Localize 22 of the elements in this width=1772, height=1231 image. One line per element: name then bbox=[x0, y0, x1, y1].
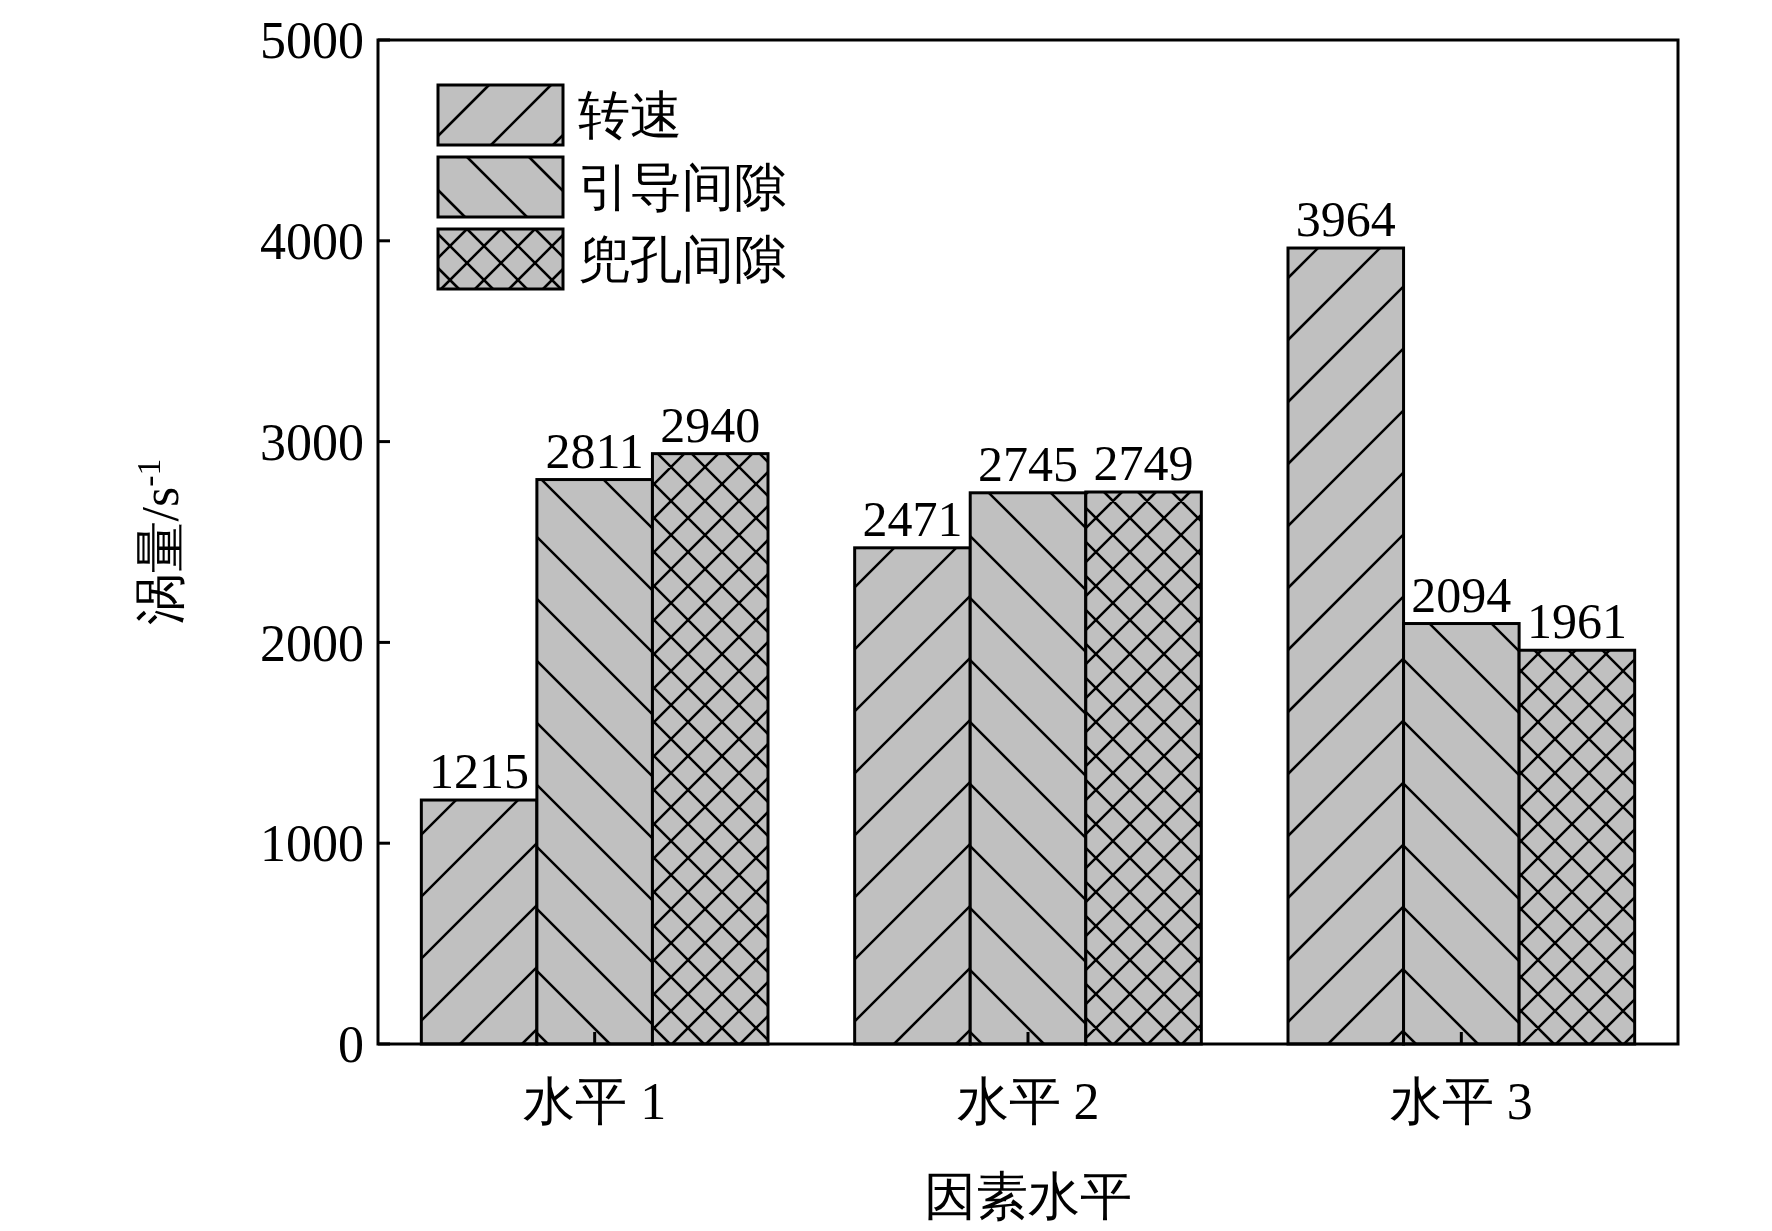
data-label: 2745 bbox=[978, 435, 1078, 492]
x-axis-title: 因素水平 bbox=[924, 1168, 1132, 1225]
x-tick-label: 水平 1 bbox=[523, 1073, 667, 1130]
y-tick-label: 1000 bbox=[260, 815, 364, 873]
data-label: 3964 bbox=[1295, 191, 1396, 248]
data-label: 1961 bbox=[1526, 593, 1627, 650]
y-tick-label: 5000 bbox=[260, 12, 364, 70]
legend-label: 引导间隙 bbox=[578, 159, 786, 217]
data-label: 2471 bbox=[862, 490, 963, 547]
y-tick-label: 2000 bbox=[260, 614, 364, 672]
y-tick-label: 0 bbox=[338, 1016, 364, 1074]
data-label: 2749 bbox=[1093, 435, 1194, 491]
data-label: 2940 bbox=[660, 396, 761, 453]
x-tick-label: 水平 2 bbox=[956, 1073, 1100, 1130]
data-label: 1215 bbox=[429, 743, 530, 800]
data-label: 2094 bbox=[1411, 566, 1512, 623]
y-tick-label: 4000 bbox=[260, 213, 364, 270]
legend-label: 转速 bbox=[578, 87, 682, 145]
legend-label: 兜孔间隙 bbox=[578, 231, 786, 289]
x-tick-label: 水平 3 bbox=[1389, 1073, 1533, 1130]
y-tick-label: 3000 bbox=[260, 413, 364, 471]
data-label: 2811 bbox=[545, 422, 644, 479]
